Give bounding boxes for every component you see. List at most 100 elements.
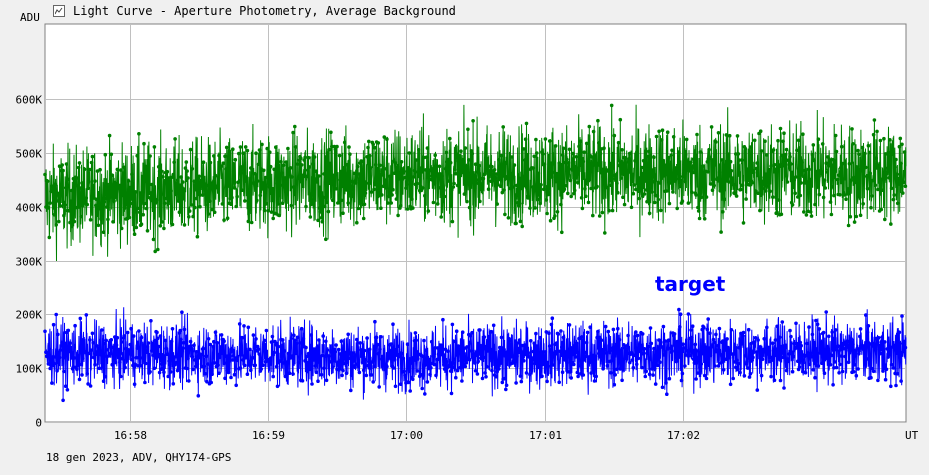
data-point [291,130,295,135]
data-point [237,322,242,326]
data-point [205,379,209,384]
data-point [248,204,252,208]
data-point [378,163,382,168]
data-point [727,356,732,360]
data-point [611,327,616,332]
data-point [662,353,667,357]
data-point [162,226,166,231]
data-point [139,222,144,226]
data-point [866,143,871,148]
data-point [56,332,60,337]
data-point [426,209,431,213]
data-point [156,336,160,341]
data-point [94,203,98,208]
data-point [853,180,858,185]
data-point [897,330,902,335]
data-point [553,144,558,148]
data-point [788,328,792,333]
data-point [268,164,273,169]
data-point [262,168,266,173]
data-point [69,199,73,203]
data-point [443,166,448,171]
data-point [59,344,64,348]
data-point [758,345,762,349]
data-point [469,349,474,353]
data-point [873,183,878,187]
data-point [405,207,410,211]
data-point [50,381,54,385]
data-point [269,210,274,214]
data-point [870,178,875,183]
data-point [107,133,112,138]
data-point [566,191,570,196]
data-point [774,347,778,352]
data-point [121,193,126,198]
data-point [363,358,368,362]
data-point [442,194,447,199]
data-point [665,189,669,193]
data-point [188,339,193,344]
data-point [799,181,803,185]
data-point [575,370,580,375]
data-point [674,359,679,364]
data-point [609,358,614,363]
x-tick-label: 17:02 [667,429,700,442]
series-markers-0 [43,103,908,254]
data-point [728,159,733,164]
data-point [372,187,376,192]
data-point [152,145,157,149]
data-point [571,151,575,156]
data-point [89,348,94,353]
data-point [327,147,332,152]
data-point [274,364,279,369]
data-point [449,391,454,396]
data-point [241,151,245,155]
data-point [900,142,904,147]
data-point [601,367,605,371]
data-point [765,153,769,157]
data-point [135,346,139,350]
data-point [822,178,827,183]
data-point [125,355,129,360]
data-point [116,355,120,360]
data-point [232,372,237,377]
data-point [160,362,164,366]
data-point [479,184,484,189]
data-point [710,344,715,349]
data-point [392,366,396,370]
data-point [784,147,789,152]
data-point [883,377,888,382]
data-point [827,160,832,165]
data-point [675,339,679,344]
data-point [204,354,208,359]
data-point [44,350,48,355]
data-point [308,363,313,368]
data-point [444,360,449,364]
data-point [821,330,826,335]
data-point [229,202,233,206]
data-point [808,362,812,367]
data-point [752,138,757,143]
data-point [879,340,884,345]
data-point [728,382,733,387]
data-point [78,316,83,321]
data-point [626,333,630,338]
data-point [133,190,138,194]
data-point [292,333,296,338]
data-point [870,194,874,198]
data-point [595,184,599,189]
data-point [173,137,177,141]
data-point [734,358,739,362]
data-point [123,206,127,210]
data-point [448,364,452,369]
data-point [58,204,63,208]
data-point [673,166,678,170]
data-point [199,353,203,357]
data-point [829,212,834,217]
data-point [163,338,168,343]
data-point [212,154,216,158]
data-point [635,333,640,338]
data-point [620,378,624,383]
data-point [272,350,276,355]
data-point [581,159,586,164]
